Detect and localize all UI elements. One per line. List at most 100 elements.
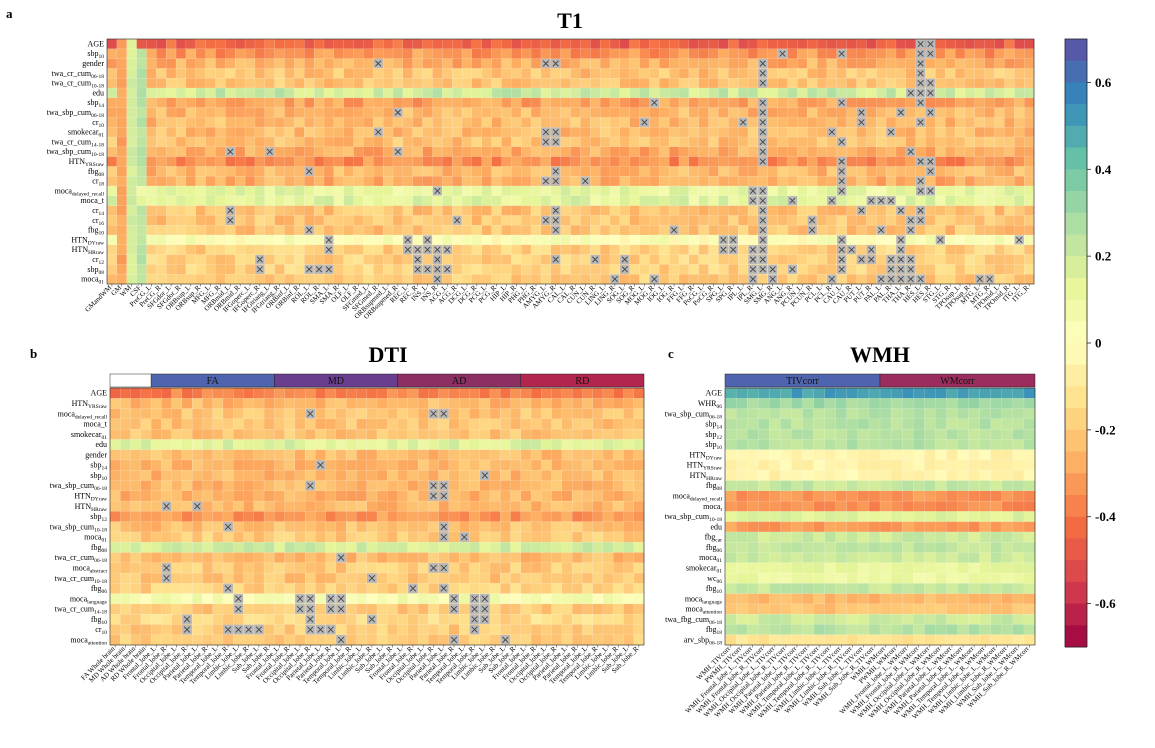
heatmap-cell — [275, 255, 285, 265]
heatmap-cell — [492, 274, 502, 284]
heatmap-cell — [945, 245, 955, 255]
row-label: moca_t — [83, 420, 107, 429]
heatmap-cell — [367, 604, 378, 615]
heatmap-cell — [418, 470, 429, 481]
heatmap-cell — [728, 274, 738, 284]
heatmap-cell — [780, 491, 791, 502]
heatmap-cell — [640, 255, 650, 265]
heatmap-cell — [166, 235, 176, 245]
heatmap-cell — [531, 419, 542, 430]
heatmap-cell — [215, 264, 225, 274]
heatmap-cell — [462, 245, 472, 255]
heatmap-cell — [387, 460, 398, 471]
heatmap-cell — [223, 604, 234, 615]
heatmap-cell — [383, 176, 393, 186]
heatmap-cell — [459, 491, 470, 502]
heatmap-cell — [192, 511, 203, 522]
heatmap-cell — [156, 245, 166, 255]
heatmap-cell — [117, 49, 127, 59]
heatmap-cell — [166, 245, 176, 255]
heatmap-cell — [1002, 388, 1013, 399]
heatmap-cell — [137, 39, 147, 49]
heatmap-cell — [1014, 108, 1024, 118]
heatmap-cell — [847, 215, 857, 225]
heatmap-cell — [896, 117, 906, 127]
heatmap-cell — [393, 39, 403, 49]
heatmap-cell — [634, 388, 645, 399]
heatmap-cell — [439, 439, 450, 450]
heatmap-cell — [393, 264, 403, 274]
heatmap-cell — [969, 439, 980, 450]
heatmap-cell — [398, 614, 409, 625]
heatmap-cell — [264, 552, 275, 563]
heatmap-cell — [817, 49, 827, 59]
heatmap-cell — [315, 419, 326, 430]
heatmap-cell — [593, 388, 604, 399]
heatmap-cell — [679, 235, 689, 245]
heatmap-cell — [403, 206, 413, 216]
heatmap-cell — [500, 419, 511, 430]
heatmap-cell — [969, 511, 980, 522]
heatmap-cell — [151, 532, 162, 543]
heatmap-cell — [541, 157, 551, 167]
heatmap-cell — [975, 176, 985, 186]
heatmap-cell — [215, 137, 225, 147]
heatmap-cell — [137, 117, 147, 127]
heatmap-cell — [363, 215, 373, 225]
heatmap-cell — [880, 439, 891, 450]
heatmap-cell — [613, 624, 624, 635]
heatmap-cell — [995, 215, 1005, 225]
heatmap-cell — [669, 108, 679, 118]
heatmap-cell — [137, 88, 147, 98]
heatmap-cell — [156, 127, 166, 137]
heatmap-cell — [1024, 235, 1034, 245]
heatmap-cell — [387, 532, 398, 543]
heatmap-cell — [758, 583, 769, 594]
heatmap-cell — [1014, 137, 1024, 147]
heatmap-cell — [186, 186, 196, 196]
heatmap-cell — [787, 186, 797, 196]
heatmap-cell — [991, 450, 1002, 461]
heatmap-cell — [233, 419, 244, 430]
heatmap-cell — [336, 460, 347, 471]
heatmap-cell — [117, 39, 127, 49]
heatmap-cell — [640, 49, 650, 59]
heatmap-cell — [582, 635, 593, 646]
heatmap-cell — [137, 245, 147, 255]
heatmap-cell — [969, 419, 980, 430]
heatmap-cell — [492, 206, 502, 216]
heatmap-cell — [521, 59, 531, 69]
heatmap-cell — [131, 624, 142, 635]
heatmap-cell — [336, 429, 347, 440]
heatmap-cell — [202, 419, 213, 430]
heatmap-cell — [836, 511, 847, 522]
heatmap-cell — [245, 176, 255, 186]
heatmap-cell — [603, 460, 614, 471]
heatmap-cell — [275, 137, 285, 147]
heatmap-cell — [1024, 398, 1035, 409]
heatmap-cell — [758, 573, 769, 584]
heatmap-cell — [590, 196, 600, 206]
heatmap-cell — [866, 117, 876, 127]
heatmap-cell — [452, 59, 462, 69]
heatmap-cell — [531, 398, 542, 409]
heatmap-cell — [640, 196, 650, 206]
heatmap-cell — [926, 98, 936, 108]
heatmap-cell — [836, 542, 847, 553]
heatmap-cell — [817, 39, 827, 49]
heatmap-cell — [432, 49, 442, 59]
heatmap-cell — [965, 245, 975, 255]
heatmap-cell — [780, 501, 791, 512]
heatmap-cell — [1024, 245, 1034, 255]
heatmap-cell — [659, 98, 669, 108]
heatmap-cell — [192, 419, 203, 430]
heatmap-cell — [469, 419, 480, 430]
heatmap-cell — [886, 166, 896, 176]
heatmap-cell — [186, 274, 196, 284]
heatmap-cell — [736, 439, 747, 450]
heatmap-cell — [985, 215, 995, 225]
heatmap-cell — [511, 594, 522, 605]
heatmap-cell — [120, 614, 131, 625]
heatmap-cell — [649, 59, 659, 69]
heatmap-cell — [768, 137, 778, 147]
